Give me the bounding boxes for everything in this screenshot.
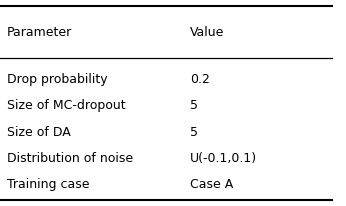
Text: 5: 5 <box>190 125 198 139</box>
Text: Training case: Training case <box>7 178 89 191</box>
Text: Case A: Case A <box>190 178 234 191</box>
Text: Parameter: Parameter <box>7 26 72 40</box>
Text: Distribution of noise: Distribution of noise <box>7 152 133 165</box>
Text: Value: Value <box>190 26 225 40</box>
Text: Drop probability: Drop probability <box>7 73 108 86</box>
Text: Size of DA: Size of DA <box>7 125 71 139</box>
Text: Size of MC-dropout: Size of MC-dropout <box>7 99 126 112</box>
Text: 5: 5 <box>190 99 198 112</box>
Text: U(-0.1,0.1): U(-0.1,0.1) <box>190 152 257 165</box>
Text: 0.2: 0.2 <box>190 73 210 86</box>
